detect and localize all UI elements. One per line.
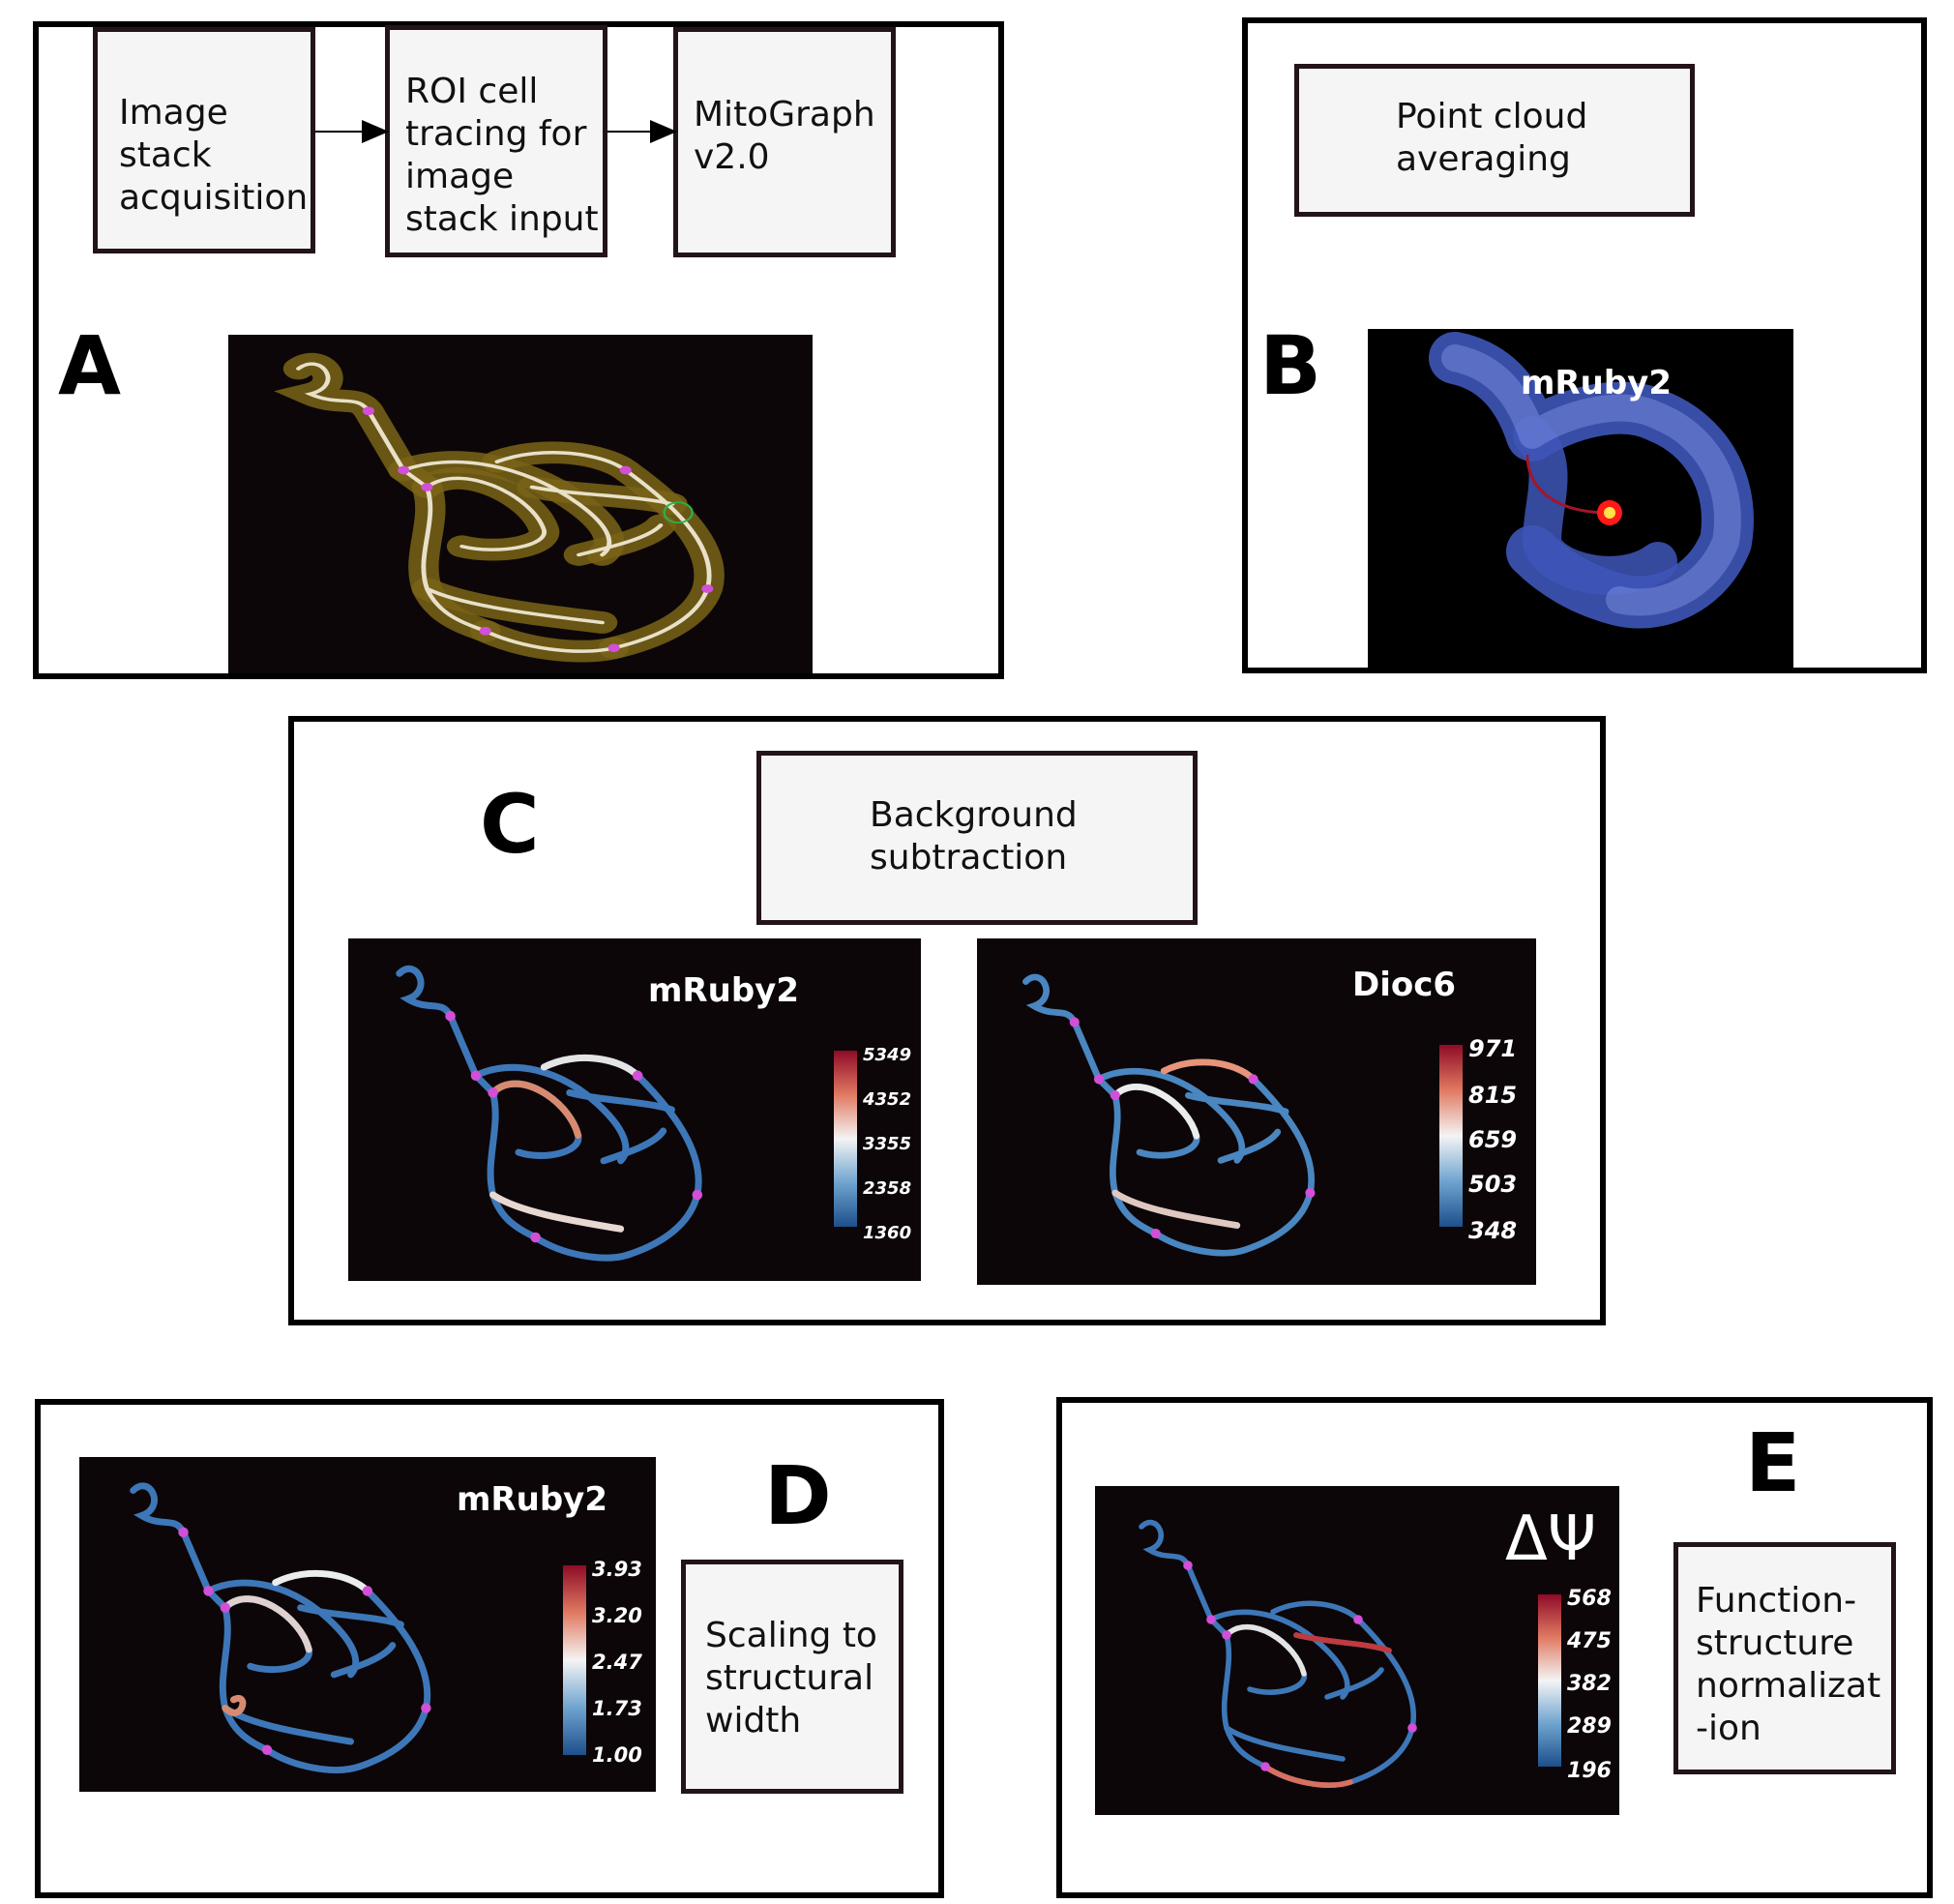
mruby2-tick-2: 4352 <box>863 1089 912 1110</box>
membrane-potential-tick-2: 475 <box>1567 1629 1612 1653</box>
background-subtraction-box: Background subtraction <box>756 751 1198 925</box>
panel-d-letter: D <box>764 1448 832 1543</box>
panel-a-letter: A <box>58 318 122 413</box>
dioc6-colorbar <box>1439 1045 1463 1227</box>
dioc6-tick-1: 971 <box>1468 1035 1518 1062</box>
mruby2-intensity-image: mRuby2 5349 4352 3355 2358 1360 <box>348 938 921 1281</box>
mruby2-tick-5: 1360 <box>863 1223 912 1243</box>
width-tick-3: 2.47 <box>592 1651 642 1674</box>
point-cloud-label: mRuby2 <box>1521 364 1672 402</box>
width-scaled-label: mRuby2 <box>457 1480 607 1519</box>
function-structure-normalization-box: Function- structure normalizat -ion <box>1673 1542 1896 1774</box>
panel-e-letter: E <box>1745 1415 1801 1510</box>
membrane-potential-label: ΔΨ <box>1505 1503 1597 1575</box>
flow-arrows-a <box>315 120 677 143</box>
membrane-potential-colorbar <box>1538 1594 1561 1767</box>
width-colorbar <box>563 1565 586 1755</box>
traced-mitochondria-image <box>228 335 813 673</box>
membrane-potential-tick-3: 382 <box>1567 1672 1612 1696</box>
mruby2-tick-3: 3355 <box>863 1134 912 1154</box>
dioc6-tick-5: 348 <box>1468 1217 1518 1244</box>
panel-b-letter: B <box>1259 318 1322 413</box>
membrane-potential-tick-1: 568 <box>1567 1587 1612 1611</box>
mruby2-label: mRuby2 <box>648 971 799 1010</box>
image-stack-acquisition-box: Image stack acquisition <box>93 27 315 253</box>
dioc6-tick-2: 815 <box>1468 1082 1518 1109</box>
mruby2-tick-1: 5349 <box>863 1045 912 1065</box>
mruby2-colorbar <box>834 1051 857 1227</box>
width-tick-5: 1.00 <box>592 1743 642 1767</box>
scaling-structural-width-box: Scaling to structural width <box>681 1560 903 1794</box>
dioc6-tick-3: 659 <box>1468 1126 1518 1153</box>
width-tick-4: 1.73 <box>592 1697 642 1720</box>
point-cloud-image: mRuby2 <box>1368 329 1793 669</box>
panel-c-letter: C <box>480 777 540 872</box>
width-tick-1: 3.93 <box>592 1558 642 1581</box>
mruby2-tick-4: 2358 <box>863 1178 912 1199</box>
membrane-potential-image: ΔΨ 568 475 382 289 196 <box>1095 1486 1619 1815</box>
dioc6-label: Dioc6 <box>1352 966 1457 1004</box>
dioc6-tick-4: 503 <box>1468 1171 1518 1198</box>
point-cloud-averaging-box: Point cloud averaging <box>1294 64 1695 217</box>
dioc6-intensity-image: Dioc6 971 815 659 503 348 <box>977 938 1536 1285</box>
width-scaled-image: mRuby2 3.93 3.20 2.47 1.73 1.00 <box>79 1457 656 1792</box>
membrane-potential-tick-4: 289 <box>1567 1714 1612 1739</box>
width-tick-2: 3.20 <box>592 1604 642 1627</box>
membrane-potential-tick-5: 196 <box>1567 1759 1612 1783</box>
mitograph-box: MitoGraph v2.0 <box>673 27 896 257</box>
